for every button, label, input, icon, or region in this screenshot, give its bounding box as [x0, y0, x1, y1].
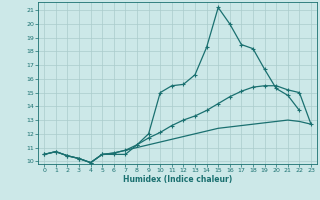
X-axis label: Humidex (Indice chaleur): Humidex (Indice chaleur) [123, 175, 232, 184]
